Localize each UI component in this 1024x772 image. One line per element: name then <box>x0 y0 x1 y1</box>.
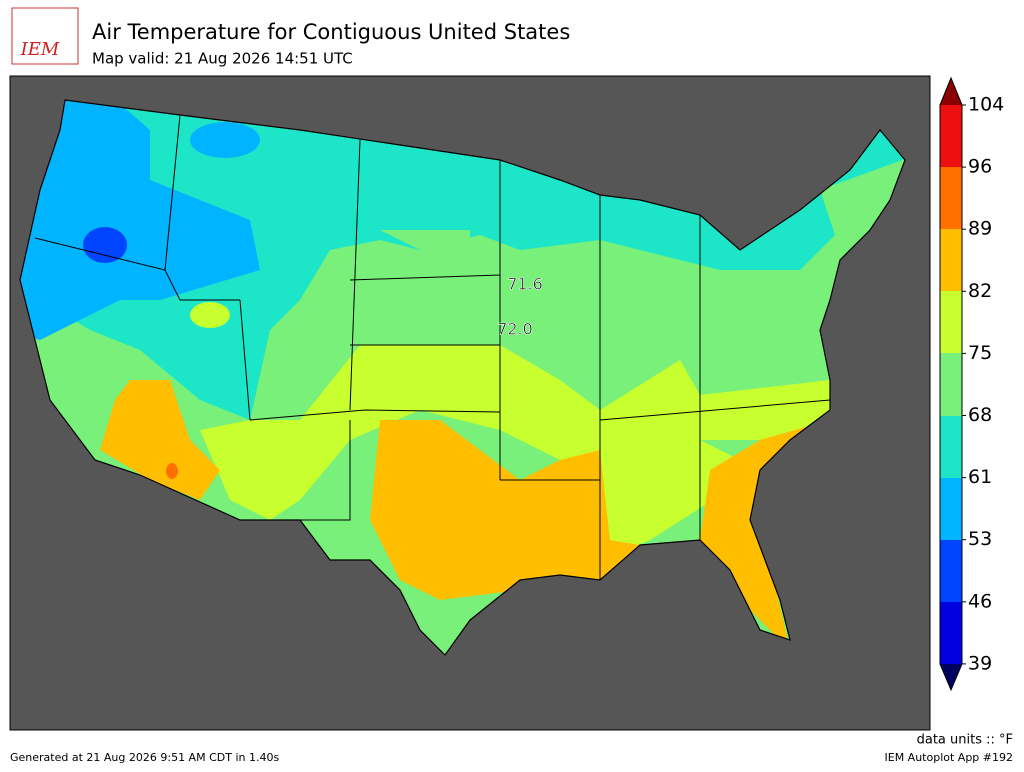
us-outline <box>19 99 906 656</box>
colorbar-label: 53 <box>968 528 992 550</box>
logo-text: IEM <box>20 39 60 60</box>
title: Air Temperature for Contiguous United St… <box>92 20 570 44</box>
units-label: data units :: °F <box>917 733 1013 748</box>
colorbar-label: 82 <box>968 280 992 302</box>
colorbar-label: 89 <box>968 218 992 240</box>
colorbar-label: 68 <box>968 404 992 426</box>
colorbar-label: 104 <box>968 94 1004 116</box>
colorbar-label: 61 <box>968 466 992 488</box>
colorbar-label: 96 <box>968 156 992 178</box>
colorbar-label: 46 <box>968 590 992 612</box>
colorbar-label: 39 <box>968 652 992 674</box>
logo: IEM <box>11 7 79 65</box>
generated-note: Generated at 21 Aug 2026 9:51 AM CDT in … <box>10 751 279 764</box>
subtitle: Map valid: 21 Aug 2026 14:51 UTC <box>92 50 353 68</box>
app-note: IEM Autoplot App #192 <box>885 751 1014 764</box>
station-label: 72.0 <box>497 320 533 339</box>
colorbar-label: 75 <box>968 342 992 364</box>
station-label: 71.6 <box>507 275 543 294</box>
state-borders <box>34 114 831 580</box>
colorbar <box>939 76 963 692</box>
temperature-field <box>20 100 905 655</box>
